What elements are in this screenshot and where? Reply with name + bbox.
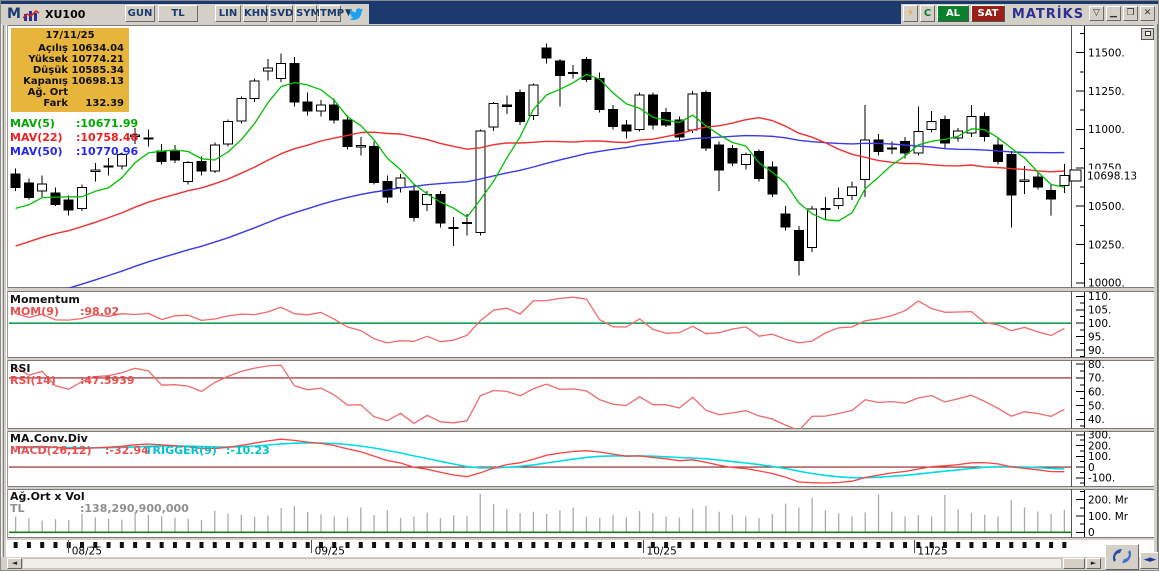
price-panel[interactable]: 10000. 10250. 10500. 10750. 11000. 11250. 1150… — [7, 25, 1154, 288]
momentum-title: Momentum — [10, 293, 80, 306]
panel-maximize-button[interactable] — [1141, 28, 1154, 40]
chevron-down-icon[interactable]: ▼ — [345, 8, 352, 18]
button-svd[interactable]: SVD — [269, 5, 293, 22]
last-candle-marker — [1069, 169, 1082, 182]
svg-text:0: 0 — [1088, 527, 1095, 538]
month-label: 08/25 — [72, 546, 102, 558]
volume-series-label: TL :138,290,900,000 — [10, 502, 189, 515]
button-tmp[interactable]: TMP — [319, 5, 344, 22]
svg-text:110.: 110. — [1088, 291, 1111, 303]
symbol-label: XU100 — [45, 8, 86, 21]
horizontal-scrollbar: ◄ ► — [1, 557, 1158, 570]
window-close-button[interactable]: ✕ — [1140, 6, 1155, 21]
window-restore-button[interactable]: ❐ — [1123, 6, 1138, 21]
svg-text:-100.: -100. — [1088, 473, 1115, 485]
volume-panel-chart: 0 100. Mr 200. Mr — [7, 489, 1154, 538]
sell-button-sat[interactable]: SAT — [971, 5, 1005, 22]
matriks-logo-button[interactable] — [1105, 544, 1139, 570]
info-row-open: Açılış 10634.04 — [38, 43, 124, 54]
svg-text:95.: 95. — [1088, 331, 1105, 343]
svg-text:100.: 100. — [1088, 318, 1111, 330]
macd-series-label: MACD(26,12) :-32.94 TRIGGER(9) :-10.23 — [10, 444, 270, 457]
matriks-swirl-icon — [1112, 549, 1132, 563]
macd-panel[interactable]: -100. 0 100. 200. 300. — [7, 431, 1154, 487]
lightning-icon[interactable]: ⚡ — [903, 5, 918, 22]
scroll-right-button[interactable]: ► — [1086, 558, 1101, 569]
info-row-low: Düşük 10585.34 — [32, 65, 124, 76]
window-top-edge — [1, 1, 1158, 4]
rsi-panel[interactable]: 40. 50. 60. 70. 80. — [7, 360, 1154, 429]
matriks-m-icon: M — [7, 6, 21, 22]
svg-text:10500.: 10500. — [1088, 201, 1125, 213]
momentum-panel[interactable]: 90. 95. 100. 105. 110. — [7, 291, 1154, 358]
scrollbar-thumb[interactable] — [1063, 558, 1085, 569]
month-label: 09/25 — [315, 546, 345, 558]
twitter-icon[interactable] — [348, 6, 364, 25]
rsi-series-label: RSI(14) :47.5939 — [10, 374, 135, 387]
toolbar: M XU100 GUN TL LIN KHN SVD SYM TMP ▼ ⚡ C… — [1, 4, 1158, 24]
buy-button-al[interactable]: AL — [937, 5, 969, 22]
mav5-label: MAV(5) :10671.99 — [10, 117, 139, 130]
mav22-label: MAV(22) :10758.46 — [10, 131, 139, 144]
matriks-brand-logo: MATRİKS — [1011, 7, 1085, 22]
svg-text:10000.: 10000. — [1088, 278, 1125, 288]
toolbar-navy-strip — [369, 4, 901, 24]
refresh-icon[interactable]: C — [920, 5, 935, 22]
svg-text:0: 0 — [1088, 462, 1095, 474]
info-date: 17/11/25 — [45, 30, 95, 41]
info-row-high: Yüksek 10774.21 — [28, 54, 124, 65]
month-label: 11/25 — [917, 546, 947, 558]
momentum-series-label: MOM(9) :98.02 — [10, 305, 120, 318]
candles — [10, 43, 1070, 276]
page-nav-buttons[interactable]: ◄► — [1140, 552, 1158, 569]
info-row-avg: Ağ. Ort — [27, 87, 68, 98]
mav50-label: MAV(50) :10770.96 — [10, 145, 139, 158]
svg-text:200. Mr: 200. Mr — [1088, 494, 1129, 506]
window-minimize-button[interactable]: ▁ — [1106, 6, 1121, 21]
currency-button-tl[interactable]: TL — [158, 5, 198, 22]
svg-text:100. Mr: 100. Mr — [1088, 511, 1129, 523]
momentum-panel-chart: 90. 95.100.105. 110. — [7, 291, 1154, 358]
date-axis: 08/25 09/25 10/25 11/25 — [7, 540, 1154, 558]
scale-button-lin[interactable]: LIN — [215, 5, 241, 22]
info-row-close: Kapanış 10698.13 — [23, 76, 124, 87]
svg-text:40.: 40. — [1088, 414, 1105, 426]
button-khn[interactable]: KHN — [243, 5, 269, 22]
svg-text:11000.: 11000. — [1088, 124, 1125, 136]
date-axis-chart: 08/25 09/25 10/25 11/25 — [13, 540, 1067, 558]
month-label: 10/25 — [647, 546, 677, 558]
period-button-gun[interactable]: GUN — [125, 5, 155, 22]
rsi-title: RSI — [10, 362, 31, 375]
svg-text:11250.: 11250. — [1088, 86, 1125, 98]
svg-text:100.: 100. — [1088, 451, 1111, 463]
svg-text:11500.: 11500. — [1088, 47, 1125, 59]
price-panel-chart: 10000.10250.10500.10750.11000.11250.1150… — [7, 25, 1154, 288]
svg-text:200.: 200. — [1088, 440, 1111, 452]
svg-text:105.: 105. — [1088, 305, 1111, 317]
macd-title: MA.Conv.Div — [10, 432, 88, 445]
chart-type-icon[interactable] — [22, 7, 40, 26]
scrollbar-track[interactable] — [22, 558, 1062, 569]
rsi-panel-chart: 40. 50.60. 70. 80. — [7, 360, 1154, 429]
svg-text:300.: 300. — [1088, 431, 1111, 442]
info-row-diff: Fark 132.39 — [43, 98, 124, 109]
svg-text:50.: 50. — [1088, 400, 1105, 412]
last-price-label: 10698.13 — [1087, 171, 1137, 183]
left-splitter[interactable] — [3, 25, 7, 557]
volume-title: Ağ.Ort x Vol — [10, 490, 85, 503]
volume-panel[interactable]: 0 100. Mr 200. Mr — [7, 489, 1154, 538]
svg-text:10250.: 10250. — [1088, 239, 1125, 251]
svg-text:70.: 70. — [1088, 373, 1105, 385]
svg-text:90.: 90. — [1088, 345, 1105, 357]
window-dropdown-button[interactable]: ▽ — [1089, 6, 1104, 21]
button-sym[interactable]: SYM — [295, 5, 320, 22]
scroll-left-button[interactable]: ◄ — [7, 558, 22, 569]
ohlc-info-panel: 17/11/25 Açılış 10634.04 Yüksek 10774.21… — [11, 28, 129, 112]
svg-text:60.: 60. — [1088, 387, 1105, 399]
svg-text:80.: 80. — [1088, 360, 1105, 371]
